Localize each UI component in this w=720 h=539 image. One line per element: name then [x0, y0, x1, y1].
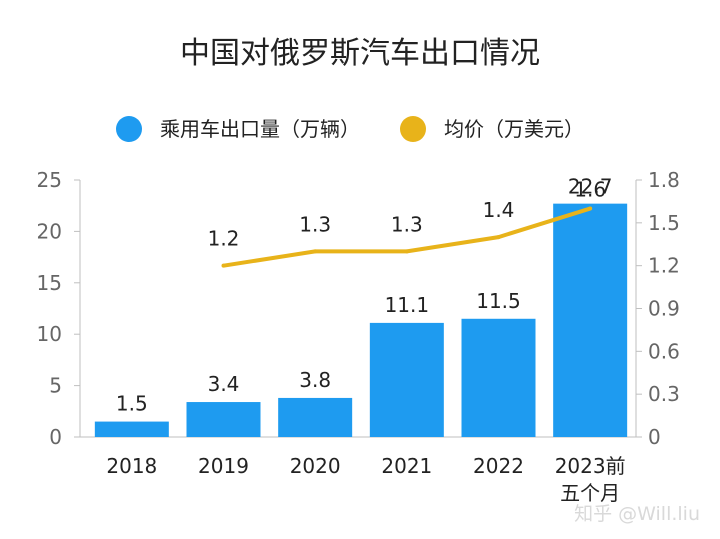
- bar-value-label: 22.7: [568, 175, 613, 199]
- x-tick-label: 2023前: [555, 454, 626, 478]
- left-tick-label: 0: [49, 425, 62, 449]
- right-tick-label: 0.3: [648, 382, 680, 406]
- left-tick-label: 20: [37, 219, 62, 243]
- legend-line-label: 均价（万美元）: [444, 117, 584, 141]
- price-value-label: 1.6: [574, 178, 606, 202]
- data-labels: 1.5 3.4 3.8 11.1 11.5 22.7 1.2 1.3 1.3 1.4 1.6: [116, 175, 613, 416]
- right-tick-label: 0.6: [648, 339, 680, 363]
- price-point: [221, 263, 226, 268]
- bar: [186, 402, 261, 437]
- bars: [94, 203, 628, 437]
- bar: [369, 322, 444, 437]
- axes: 0 5 10 15 20 25 0 0.3 0.6 0.9 1.2 1.5 1.8 2018 2019 202…: [37, 168, 680, 505]
- bar-value-label: 3.8: [299, 368, 331, 392]
- price-value-label: 1.2: [208, 227, 240, 251]
- bar: [278, 397, 353, 437]
- chart-title: 中国对俄罗斯汽车出口情况: [180, 36, 540, 71]
- bar-value-label: 1.5: [116, 392, 148, 416]
- left-tick-label: 5: [49, 374, 62, 398]
- left-tick-label: 25: [37, 168, 62, 192]
- bar-value-label: 11.5: [476, 289, 521, 313]
- price-value-label: 1.3: [391, 212, 423, 236]
- legend-bar-label: 乘用车出口量（万辆）: [160, 117, 360, 141]
- bar: [553, 203, 628, 437]
- bar: [461, 318, 536, 437]
- price-point: [496, 235, 501, 240]
- x-tick-label: 2022: [473, 454, 524, 478]
- x-tick-label: 2021: [381, 454, 432, 478]
- bar-value-label: 3.4: [208, 372, 240, 396]
- price-value-label: 1.3: [299, 212, 331, 236]
- price-line: [221, 206, 593, 268]
- right-tick-label: 1.5: [648, 211, 680, 235]
- legend: 乘用车出口量（万辆） 均价（万美元）: [116, 116, 584, 142]
- price-point: [404, 249, 409, 254]
- legend-bar-swatch: [116, 116, 142, 142]
- right-tick-label: 1.2: [648, 254, 680, 278]
- price-point: [313, 249, 318, 254]
- x-tick-label: 2019: [198, 454, 249, 478]
- legend-line-swatch: [400, 116, 426, 142]
- right-tick-label: 1.8: [648, 168, 680, 192]
- price-point: [588, 206, 593, 211]
- x-tick-label: 2020: [290, 454, 341, 478]
- price-value-label: 1.4: [483, 198, 515, 222]
- bar-value-label: 11.1: [385, 293, 430, 317]
- left-tick-label: 10: [37, 322, 62, 346]
- watermark: 知乎 @Will.liu: [574, 503, 700, 525]
- x-tick-label: 2018: [106, 454, 157, 478]
- right-tick-label: 0.9: [648, 297, 680, 321]
- right-tick-label: 0: [648, 425, 661, 449]
- left-tick-label: 15: [37, 271, 62, 295]
- x-tick-label: 五个月: [560, 481, 620, 505]
- bar: [94, 421, 169, 437]
